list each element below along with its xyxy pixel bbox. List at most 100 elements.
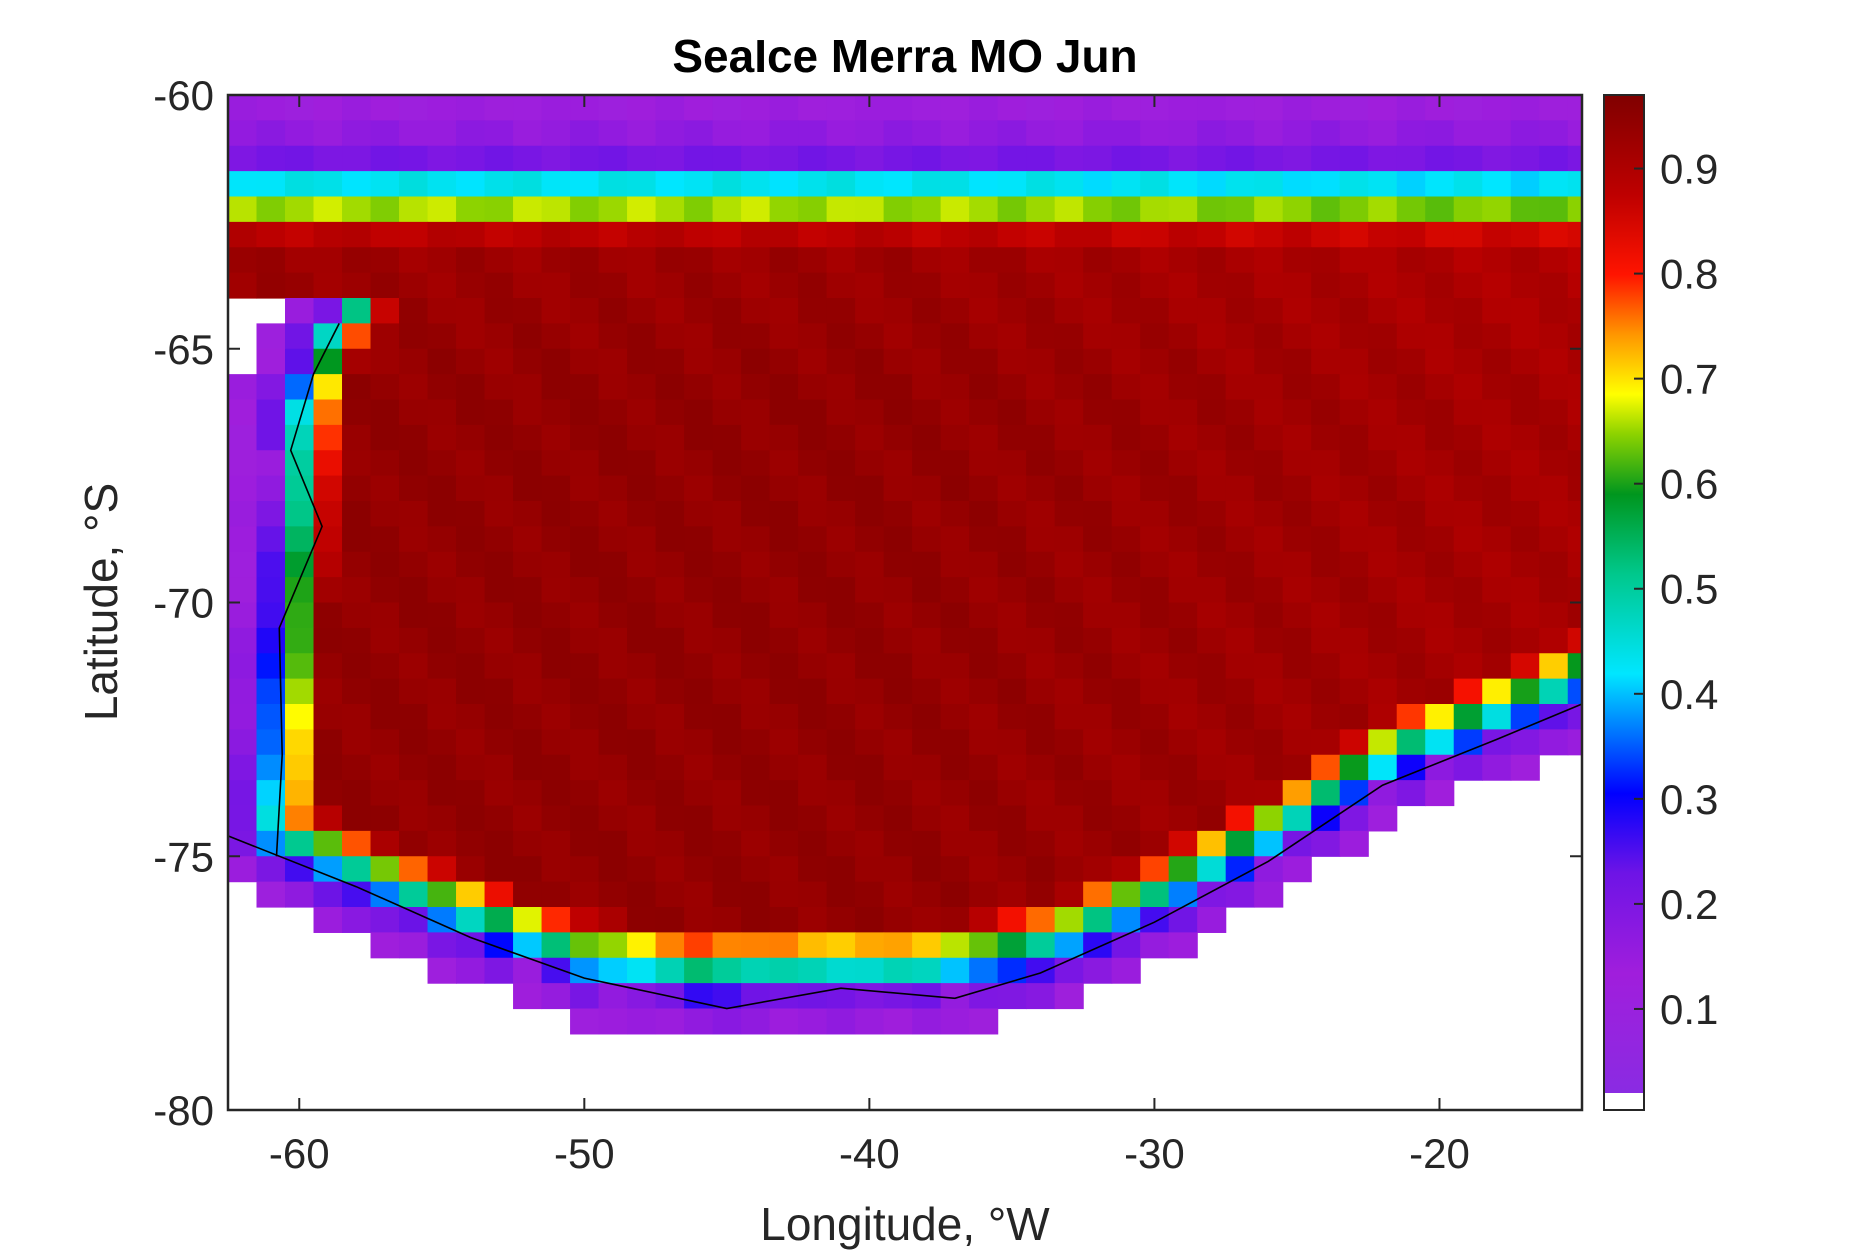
heat-cell	[741, 957, 771, 984]
heat-cell	[1482, 171, 1512, 198]
heat-cell	[1054, 881, 1084, 908]
heat-cell	[684, 856, 714, 883]
heat-cell	[570, 221, 600, 248]
heat-cell	[826, 145, 856, 172]
heat-cell	[1311, 272, 1341, 299]
heat-cell	[427, 577, 457, 604]
heat-cell	[855, 450, 885, 477]
heat-cell	[541, 298, 571, 324]
heat-cell	[1282, 501, 1312, 527]
heat-cell	[1282, 729, 1312, 756]
heat-cell	[1026, 95, 1056, 121]
heat-cell	[1140, 501, 1170, 527]
heat-cell	[1197, 348, 1227, 375]
heat-cell	[1111, 830, 1141, 857]
heat-cell	[1425, 374, 1455, 401]
heat-cell	[598, 957, 628, 984]
heat-cell	[484, 704, 514, 730]
heat-cell	[1225, 526, 1255, 553]
heat-cell	[1311, 627, 1341, 654]
heat-cell	[798, 704, 828, 730]
heat-cell	[997, 196, 1027, 223]
heat-cell	[1510, 298, 1540, 324]
heatmap-cells	[228, 95, 1582, 1035]
heat-cell	[712, 754, 742, 781]
heat-cell	[912, 399, 942, 426]
heat-cell	[399, 653, 429, 680]
heat-cell	[456, 526, 486, 553]
heat-cell	[1368, 120, 1398, 147]
heat-cell	[541, 653, 571, 680]
heat-cell	[456, 424, 486, 451]
heat-cell	[1567, 704, 1582, 730]
heat-cell	[228, 247, 258, 274]
heat-cell	[228, 805, 258, 832]
heat-cell	[228, 450, 258, 477]
heat-cell	[541, 171, 571, 198]
heat-cell	[1567, 171, 1582, 198]
heat-cell	[228, 272, 258, 299]
heat-cell	[1168, 830, 1198, 857]
heat-cell	[712, 627, 742, 654]
heat-cell	[741, 602, 771, 629]
heat-cell	[256, 323, 286, 350]
heat-cell	[1311, 805, 1341, 832]
heat-cell	[456, 221, 486, 248]
heat-cell	[1539, 475, 1569, 502]
heat-cell	[484, 729, 514, 756]
heat-cell	[684, 780, 714, 807]
heat-cell	[342, 145, 372, 172]
heat-cell	[997, 856, 1027, 883]
heat-cell	[969, 298, 999, 324]
heat-cell	[456, 171, 486, 198]
heat-cell	[769, 196, 799, 223]
heat-cell	[1111, 450, 1141, 477]
heat-cell	[342, 298, 372, 324]
heat-cell	[741, 424, 771, 451]
heat-cell	[912, 298, 942, 324]
heat-cell	[912, 145, 942, 172]
heat-cell	[769, 95, 799, 121]
heat-cell	[883, 221, 913, 248]
heat-cell	[456, 145, 486, 172]
heat-cell	[399, 298, 429, 324]
heat-cell	[541, 983, 571, 1010]
heat-cell	[712, 272, 742, 299]
heat-cell	[1197, 120, 1227, 147]
heat-cell	[342, 95, 372, 121]
heat-cell	[1168, 348, 1198, 375]
heat-cell	[769, 627, 799, 654]
heat-cell	[370, 501, 400, 527]
heat-cell	[741, 1008, 771, 1035]
heat-cell	[769, 475, 799, 502]
heat-cell	[399, 501, 429, 527]
heat-cell	[798, 830, 828, 857]
heat-cell	[570, 780, 600, 807]
heat-cell	[456, 348, 486, 375]
heat-cell	[798, 95, 828, 121]
heat-cell	[940, 627, 970, 654]
heat-cell	[969, 399, 999, 426]
heat-cell	[370, 932, 400, 959]
heat-cell	[1425, 780, 1455, 807]
heat-cell	[997, 501, 1027, 527]
heat-cell	[1567, 221, 1582, 248]
heat-cell	[256, 526, 286, 553]
heat-cell	[627, 704, 657, 730]
heat-cell	[712, 374, 742, 401]
heat-cell	[1453, 95, 1483, 121]
heat-cell	[1282, 653, 1312, 680]
heat-cell	[342, 602, 372, 629]
heat-cell	[684, 120, 714, 147]
heat-cell	[256, 653, 286, 680]
heat-cell	[798, 957, 828, 984]
heat-cell	[1339, 551, 1369, 578]
heat-cell	[1197, 501, 1227, 527]
heat-cell	[256, 856, 286, 883]
heat-cell	[1083, 881, 1113, 908]
heat-cell	[285, 678, 315, 705]
heat-cell	[940, 729, 970, 756]
heat-cell	[1054, 983, 1084, 1010]
heat-cell	[855, 957, 885, 984]
heat-cell	[798, 526, 828, 553]
